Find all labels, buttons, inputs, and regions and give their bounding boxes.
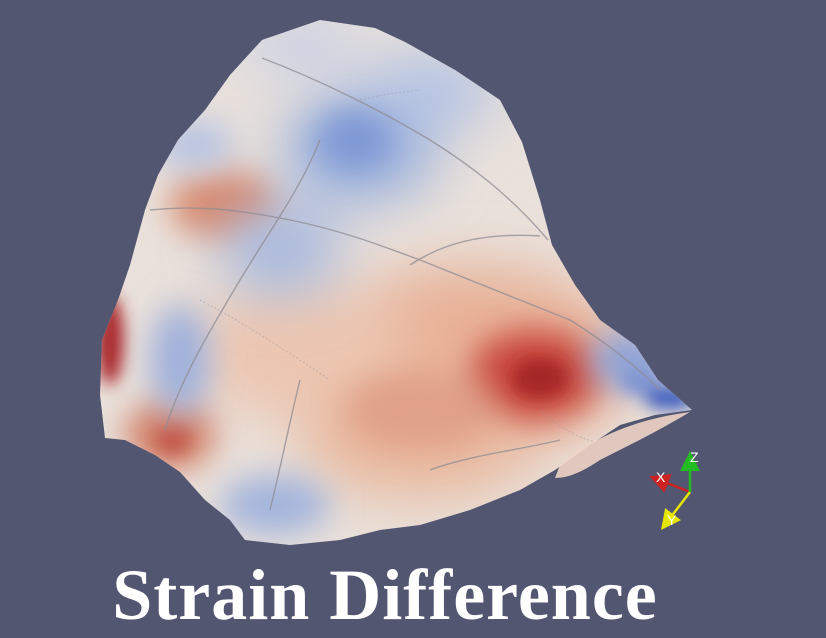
orientation-axes: X Y Z [649,449,700,530]
x-axis-label: X [656,469,666,485]
y-axis-label: Y [667,512,677,528]
z-axis-label: Z [690,449,699,465]
strain-surface [100,20,692,545]
y-axis-arrow [660,491,691,530]
caption-title: Strain Difference [112,555,658,635]
x-axis-arrow [649,474,691,494]
